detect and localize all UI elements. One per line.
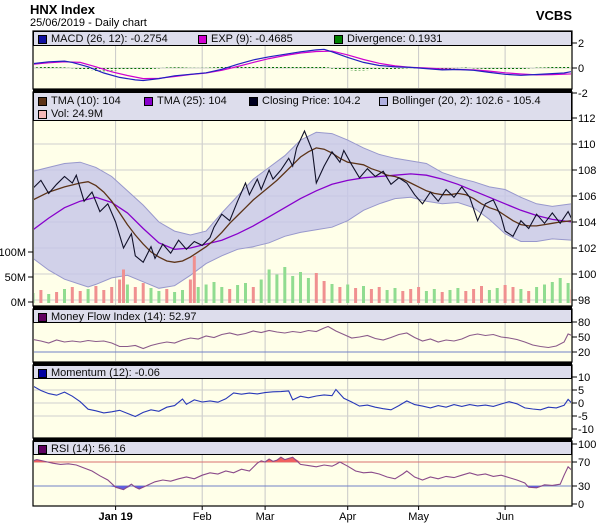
price-legend-swatch-icon <box>38 96 47 106</box>
momentum-y-tick-label: -5 <box>578 411 588 423</box>
macd-legend-label: EXP (9): -0.4685 <box>211 33 293 45</box>
chart-subtitle: 25/06/2019 - Daily chart <box>30 17 147 29</box>
macd-y-tick-label: 0 <box>578 63 584 75</box>
x-axis-month-label: Mar <box>256 511 275 523</box>
price-legend-swatch-icon <box>249 96 258 106</box>
momentum-panel-series <box>34 379 571 437</box>
macd-y-tick-label: 2 <box>578 38 584 50</box>
momentum-y-tick-label: 0 <box>578 398 584 410</box>
macd-legend-swatch-icon <box>198 34 207 44</box>
price-legend-item: Closing Price: 104.2 <box>249 95 360 107</box>
price-y-tick-label: 100 <box>578 269 596 281</box>
brand-logo: VCBS <box>535 8 572 23</box>
rsi-legend-swatch-icon <box>38 444 47 454</box>
volume-axis-label: 100M <box>0 247 26 259</box>
x-axis-month-label: Jan 19 <box>98 511 132 523</box>
mfi-legend-bar: Money Flow Index (14): 52.97 <box>33 309 572 323</box>
price-legend-label: Bollinger (20, 2): 102.6 - 105.4 <box>392 95 541 107</box>
price-legend-label: Vol: 24.9M <box>51 108 103 120</box>
chart-header: HNX Index 25/06/2019 - Daily chart <box>30 2 147 30</box>
price-y-tick-label: 98 <box>578 295 590 307</box>
price-legend-bar: TMA (10): 104 TMA (25): 104 Closing Price:… <box>33 92 572 121</box>
volume-axis-label: 50M <box>5 272 26 284</box>
mfi-legend-swatch-icon <box>38 312 47 322</box>
x-axis-month-label: Jun <box>496 511 514 523</box>
price-legend-item: TMA (10): 104 <box>38 95 121 107</box>
x-axis-month-label: May <box>408 511 429 523</box>
rsi-legend-label: RSI (14): 56.16 <box>51 443 126 455</box>
page-title: HNX Index <box>30 2 96 17</box>
rsi-y-tick-label: 30 <box>578 481 590 493</box>
rsi-y-tick-label: 100 <box>578 439 596 451</box>
rsi-legend-bar: RSI (14): 56.16 <box>33 441 572 455</box>
mfi-legend-label: Money Flow Index (14): 52.97 <box>51 311 197 323</box>
macd-legend-swatch-icon <box>334 34 343 44</box>
mfi-panel-series <box>34 323 571 361</box>
price-y-tick-label: 106 <box>578 191 596 203</box>
macd-legend-bar: MACD (26, 12): -0.2754 EXP (9): -0.4685 Di… <box>33 31 572 46</box>
x-axis-month-label: Apr <box>339 511 356 523</box>
mfi-y-tick-label: 50 <box>578 332 590 344</box>
macd-panel-series <box>34 46 571 88</box>
momentum-y-tick-label: -10 <box>578 424 594 436</box>
macd-legend-item: MACD (26, 12): -0.2754 <box>38 33 168 45</box>
momentum-legend-label: Momentum (12): -0.06 <box>51 367 160 379</box>
momentum-legend-bar: Momentum (12): -0.06 <box>33 365 572 379</box>
rsi-y-tick-label: 0 <box>578 499 584 511</box>
momentum-y-tick-label: 5 <box>578 385 584 397</box>
price-legend-swatch-icon <box>379 96 388 106</box>
price-legend-item: TMA (25): 104 <box>144 95 227 107</box>
rsi-panel-series <box>34 455 571 505</box>
price-y-tick-label: 110 <box>578 139 596 151</box>
price-y-tick-label: 112 <box>578 113 596 125</box>
mfi-y-tick-label: 80 <box>578 317 590 329</box>
price-legend-swatch-icon <box>144 96 153 106</box>
momentum-legend-item: Momentum (12): -0.06 <box>38 367 160 379</box>
rsi-y-tick-label: 70 <box>578 457 590 469</box>
macd-y-tick-label: -2 <box>578 88 588 100</box>
x-axis-month-label: Feb <box>193 511 212 523</box>
macd-legend-swatch-icon <box>38 34 47 44</box>
price-panel-series <box>34 121 571 305</box>
price-legend-label: TMA (25): 104 <box>157 95 227 107</box>
macd-legend-label: Divergence: 0.1931 <box>347 33 443 45</box>
price-legend-label: TMA (10): 104 <box>51 95 121 107</box>
momentum-y-tick-label: 10 <box>578 372 590 384</box>
price-legend-item: Vol: 24.9M <box>38 108 103 120</box>
momentum-legend-swatch-icon <box>38 368 47 378</box>
price-legend-swatch-icon <box>38 109 47 119</box>
price-y-tick-label: 102 <box>578 243 596 255</box>
volume-axis-label: 0M <box>11 297 26 309</box>
rsi-legend-item: RSI (14): 56.16 <box>38 443 126 455</box>
price-y-tick-label: 104 <box>578 217 596 229</box>
mfi-y-tick-label: 20 <box>578 347 590 359</box>
macd-legend-label: MACD (26, 12): -0.2754 <box>51 33 168 45</box>
macd-legend-item: EXP (9): -0.4685 <box>198 33 293 45</box>
price-legend-label: Closing Price: 104.2 <box>262 95 361 107</box>
macd-legend-item: Divergence: 0.1931 <box>334 33 442 45</box>
price-legend-item: Bollinger (20, 2): 102.6 - 105.4 <box>379 95 541 107</box>
mfi-legend-item: Money Flow Index (14): 52.97 <box>38 311 197 323</box>
price-y-tick-label: 108 <box>578 165 596 177</box>
